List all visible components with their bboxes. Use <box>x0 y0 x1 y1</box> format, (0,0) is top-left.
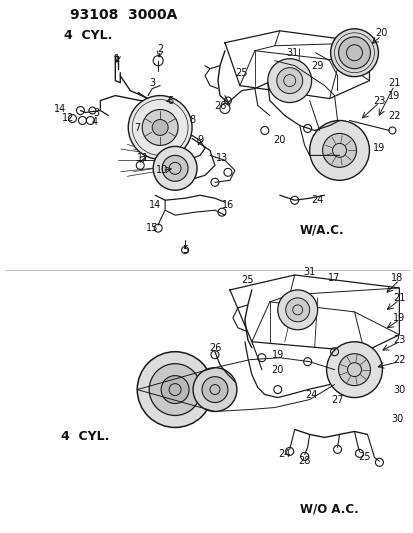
Text: 25: 25 <box>235 68 247 78</box>
Text: 27: 27 <box>330 394 343 405</box>
Circle shape <box>326 342 382 398</box>
Text: 11: 11 <box>137 154 149 163</box>
Text: 19: 19 <box>392 313 404 323</box>
Text: 20: 20 <box>374 28 387 38</box>
Text: 19: 19 <box>373 143 385 154</box>
Text: 20: 20 <box>273 135 285 146</box>
Circle shape <box>338 354 370 385</box>
Circle shape <box>309 120 368 180</box>
Circle shape <box>285 298 309 322</box>
Circle shape <box>202 377 228 402</box>
Text: 9: 9 <box>197 135 203 146</box>
Circle shape <box>152 119 168 135</box>
Text: 26: 26 <box>213 101 225 110</box>
Text: 4: 4 <box>91 117 97 127</box>
Circle shape <box>142 109 178 146</box>
Text: 16: 16 <box>221 200 233 210</box>
Text: 24: 24 <box>278 449 290 459</box>
Text: 24: 24 <box>311 195 323 205</box>
Text: 13: 13 <box>215 154 228 163</box>
Text: 20: 20 <box>271 365 283 375</box>
Text: 25: 25 <box>357 453 370 462</box>
Text: 8: 8 <box>188 116 195 125</box>
Text: 93108  3000A: 93108 3000A <box>70 8 178 22</box>
Text: 3: 3 <box>149 78 155 87</box>
Circle shape <box>153 147 197 190</box>
Text: 18: 18 <box>390 273 403 283</box>
Text: 7: 7 <box>134 124 140 133</box>
Text: 4  CYL.: 4 CYL. <box>64 29 112 42</box>
Text: 3: 3 <box>93 108 99 117</box>
Circle shape <box>330 29 377 77</box>
Text: 19: 19 <box>271 350 283 360</box>
Circle shape <box>338 37 370 69</box>
Circle shape <box>161 376 189 403</box>
Text: 21: 21 <box>392 293 405 303</box>
Circle shape <box>192 368 236 411</box>
Text: 26: 26 <box>208 343 221 353</box>
Text: 5: 5 <box>181 245 188 255</box>
Text: 2: 2 <box>157 44 163 54</box>
Circle shape <box>137 352 212 427</box>
Text: 31: 31 <box>303 267 315 277</box>
Circle shape <box>322 133 356 167</box>
Text: W/A.C.: W/A.C. <box>299 224 343 237</box>
Text: 17: 17 <box>328 273 340 283</box>
Text: 6: 6 <box>167 95 173 106</box>
Text: 30: 30 <box>392 385 404 394</box>
Text: 23: 23 <box>373 95 385 106</box>
Circle shape <box>128 95 192 159</box>
Text: 25: 25 <box>241 275 254 285</box>
Text: 22: 22 <box>392 354 405 365</box>
Text: 30: 30 <box>390 415 403 424</box>
Text: 19: 19 <box>387 91 399 101</box>
Circle shape <box>277 290 317 330</box>
Text: 14: 14 <box>54 103 66 114</box>
Circle shape <box>276 68 302 94</box>
Text: 24: 24 <box>305 390 317 400</box>
Text: 28: 28 <box>298 456 310 466</box>
Text: 21: 21 <box>387 78 400 87</box>
Text: 1: 1 <box>114 54 120 64</box>
Circle shape <box>267 59 311 102</box>
Text: 23: 23 <box>392 335 405 345</box>
Text: W/O A.C.: W/O A.C. <box>299 503 358 516</box>
Text: 10: 10 <box>156 165 168 175</box>
Text: 12: 12 <box>62 114 74 124</box>
Text: 31: 31 <box>286 48 298 58</box>
Text: 29: 29 <box>311 61 323 71</box>
Text: 14: 14 <box>149 200 161 210</box>
Text: 4  CYL.: 4 CYL. <box>61 430 109 443</box>
Circle shape <box>149 364 201 416</box>
Circle shape <box>162 156 188 181</box>
Text: 15: 15 <box>146 223 158 233</box>
Text: 22: 22 <box>387 110 400 120</box>
